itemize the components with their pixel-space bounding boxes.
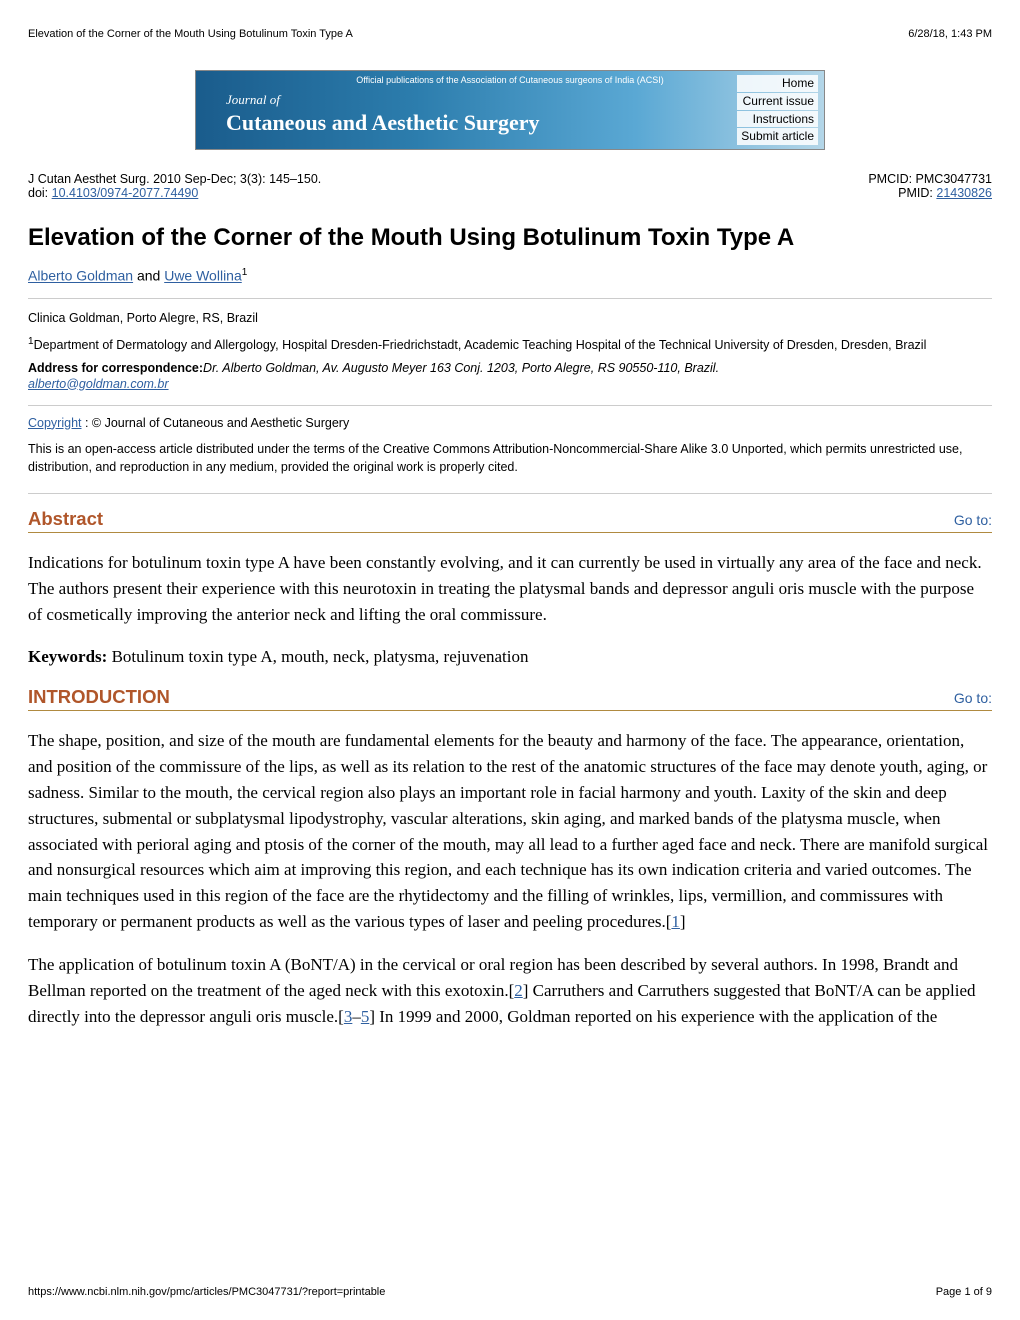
journal-banner: Official publications of the Association…: [28, 70, 992, 150]
print-footer: https://www.ncbi.nlm.nih.gov/pmc/article…: [0, 1278, 1020, 1320]
affil2-text: Department of Dermatology and Allergolog…: [34, 338, 927, 352]
intro-p1b: ]: [680, 912, 686, 931]
article-title: Elevation of the Corner of the Mouth Usi…: [28, 222, 992, 253]
section-head-abstract: Abstract Go to:: [28, 508, 992, 533]
ref-2[interactable]: 2: [514, 981, 523, 1000]
rule-2: [28, 405, 992, 406]
corr-text: Dr. Alberto Goldman, Av. Augusto Meyer 1…: [203, 361, 719, 375]
intro-p1: The shape, position, and size of the mou…: [28, 728, 992, 935]
rule-3: [28, 493, 992, 494]
authors-and: and: [133, 268, 164, 284]
keywords-label: Keywords:: [28, 647, 112, 666]
ref-1[interactable]: 1: [671, 912, 680, 931]
banner-journal-title: Cutaneous and Aesthetic Surgery: [226, 110, 540, 136]
section-title-introduction: INTRODUCTION: [28, 686, 170, 708]
banner-journal-of: Journal of: [226, 92, 540, 108]
banner-link-home[interactable]: Home: [737, 75, 818, 92]
keywords-text: Botulinum toxin type A, mouth, neck, pla…: [112, 647, 529, 666]
abstract-text: Indications for botulinum toxin type A h…: [28, 550, 992, 627]
intro-p2: The application of botulinum toxin A (Bo…: [28, 952, 992, 1029]
citation-meta: J Cutan Aesthet Surg. 2010 Sep-Dec; 3(3)…: [28, 172, 992, 200]
keywords-line: Keywords: Botulinum toxin type A, mouth,…: [28, 644, 992, 670]
correspondence: Address for correspondence:Dr. Alberto G…: [28, 361, 992, 375]
author-2-sup: 1: [242, 267, 248, 278]
section-title-abstract: Abstract: [28, 508, 103, 530]
doi-line: doi: 10.4103/0974-2077.74490: [28, 186, 321, 200]
rule-1: [28, 298, 992, 299]
pmcid-line: PMCID: PMC3047731: [868, 172, 992, 186]
authors: Alberto Goldman and Uwe Wollina1: [28, 267, 992, 284]
copyright-line: Copyright : © Journal of Cutaneous and A…: [28, 416, 992, 430]
pmid-label: PMID:: [898, 186, 936, 200]
section-head-introduction: INTRODUCTION Go to:: [28, 686, 992, 711]
banner-link-submit[interactable]: Submit article: [737, 128, 818, 145]
banner-link-instructions[interactable]: Instructions: [737, 111, 818, 128]
copyright-link[interactable]: Copyright: [28, 416, 82, 430]
doi-link[interactable]: 10.4103/0974-2077.74490: [52, 186, 199, 200]
banner-box: Official publications of the Association…: [195, 70, 825, 150]
goto-abstract[interactable]: Go to:: [954, 512, 992, 528]
print-header: Elevation of the Corner of the Mouth Usi…: [28, 28, 992, 40]
copyright-text: : © Journal of Cutaneous and Aesthetic S…: [82, 416, 350, 430]
pmid-link[interactable]: 21430826: [936, 186, 992, 200]
author-2[interactable]: Uwe Wollina: [164, 268, 242, 284]
banner-subtitle: Official publications of the Association…: [196, 75, 824, 85]
pmcid-label: PMCID:: [868, 172, 915, 186]
goto-introduction[interactable]: Go to:: [954, 690, 992, 706]
pmid-line: PMID: 21430826: [868, 186, 992, 200]
intro-p1a: The shape, position, and size of the mou…: [28, 731, 988, 931]
banner-text-block: Journal of Cutaneous and Aesthetic Surge…: [226, 92, 540, 136]
pmcid-value: PMC3047731: [916, 172, 992, 186]
banner-links: Home Current issue Instructions Submit a…: [737, 75, 818, 146]
ref-dash: –: [352, 1007, 361, 1026]
corr-email[interactable]: alberto@goldman.com.br: [28, 377, 992, 391]
author-1[interactable]: Alberto Goldman: [28, 268, 133, 284]
intro-p2c: ] In 1999 and 2000, Goldman reported on …: [369, 1007, 937, 1026]
header-title: Elevation of the Corner of the Mouth Usi…: [28, 28, 353, 40]
header-timestamp: 6/28/18, 1:43 PM: [908, 28, 992, 40]
footer-page: Page 1 of 9: [936, 1286, 992, 1298]
affiliation-1: Clinica Goldman, Porto Alegre, RS, Brazi…: [28, 309, 992, 328]
citation-text: J Cutan Aesthet Surg. 2010 Sep-Dec; 3(3)…: [28, 172, 321, 186]
affiliation-2: 1Department of Dermatology and Allergolo…: [28, 334, 992, 355]
corr-label: Address for correspondence:: [28, 361, 203, 375]
footer-url: https://www.ncbi.nlm.nih.gov/pmc/article…: [28, 1286, 385, 1298]
doi-label: doi:: [28, 186, 52, 200]
license-text: This is an open-access article distribut…: [28, 440, 992, 478]
banner-link-current-issue[interactable]: Current issue: [737, 93, 818, 110]
